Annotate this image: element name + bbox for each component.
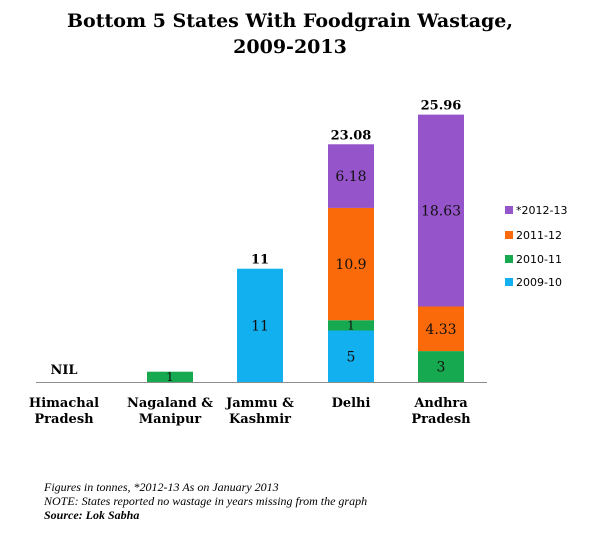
data-label: 4.33 — [425, 322, 456, 338]
bar-segment — [418, 351, 464, 382]
chart-title: Bottom 5 States With Foodgrain Wastage, … — [0, 8, 580, 60]
x-tick-label: Delhi — [332, 396, 371, 411]
chart-title-line-2: 2009-2013 — [233, 36, 347, 58]
legend-swatch — [505, 206, 513, 214]
data-label: 1 — [166, 370, 174, 384]
data-label: 11 — [251, 318, 269, 334]
legend: *2012-13 2011-12 2010-11 2009-10 — [505, 204, 567, 289]
bar-segment — [328, 144, 374, 208]
x-tick-label: Kashmir — [229, 412, 291, 427]
legend-swatch — [505, 231, 513, 239]
bar-segment — [328, 207, 374, 321]
legend-swatch — [505, 278, 513, 286]
legend-label: 2011-12 — [516, 229, 562, 242]
legend-swatch — [505, 255, 513, 263]
bar-segment — [328, 320, 374, 331]
data-label: 1 — [347, 319, 355, 333]
bar-segment — [147, 371, 193, 382]
bar-segment — [328, 330, 374, 382]
x-tick-label: Jammu & — [225, 396, 294, 411]
x-tick-label: Manipur — [139, 412, 202, 427]
bar-segment — [237, 268, 283, 382]
x-tick-label: Nagaland & — [127, 396, 213, 411]
total-label: 23.08 — [331, 128, 372, 143]
total-label: NIL — [50, 363, 77, 378]
footnote-source: Source: Lok Sabha — [44, 508, 140, 522]
bar-segment — [418, 306, 464, 352]
x-tick-label: Pradesh — [34, 412, 94, 427]
data-label: 10.9 — [335, 257, 366, 273]
x-tick-label: Pradesh — [411, 412, 471, 427]
total-label: 11 — [251, 253, 269, 268]
chart-title-line-1: Bottom 5 States With Foodgrain Wastage, — [66, 10, 514, 32]
data-label: 18.63 — [421, 204, 461, 220]
total-label: 25.96 — [421, 99, 462, 114]
footnote-note: NOTE: States reported no wastage in year… — [44, 494, 368, 508]
legend-label: 2009-10 — [516, 276, 562, 289]
data-label: 5 — [347, 349, 356, 365]
legend-label: 2010-11 — [516, 253, 562, 266]
data-label: 3 — [437, 360, 446, 376]
legend-label: *2012-13 — [516, 204, 567, 217]
x-tick-label: Andhra — [413, 396, 468, 411]
x-tick-label: Himachal — [29, 396, 99, 411]
bar-segment — [418, 114, 464, 307]
footnote-units: Figures in tonnes, *2012-13 As on Januar… — [44, 480, 279, 494]
data-label: 6.18 — [335, 169, 366, 185]
